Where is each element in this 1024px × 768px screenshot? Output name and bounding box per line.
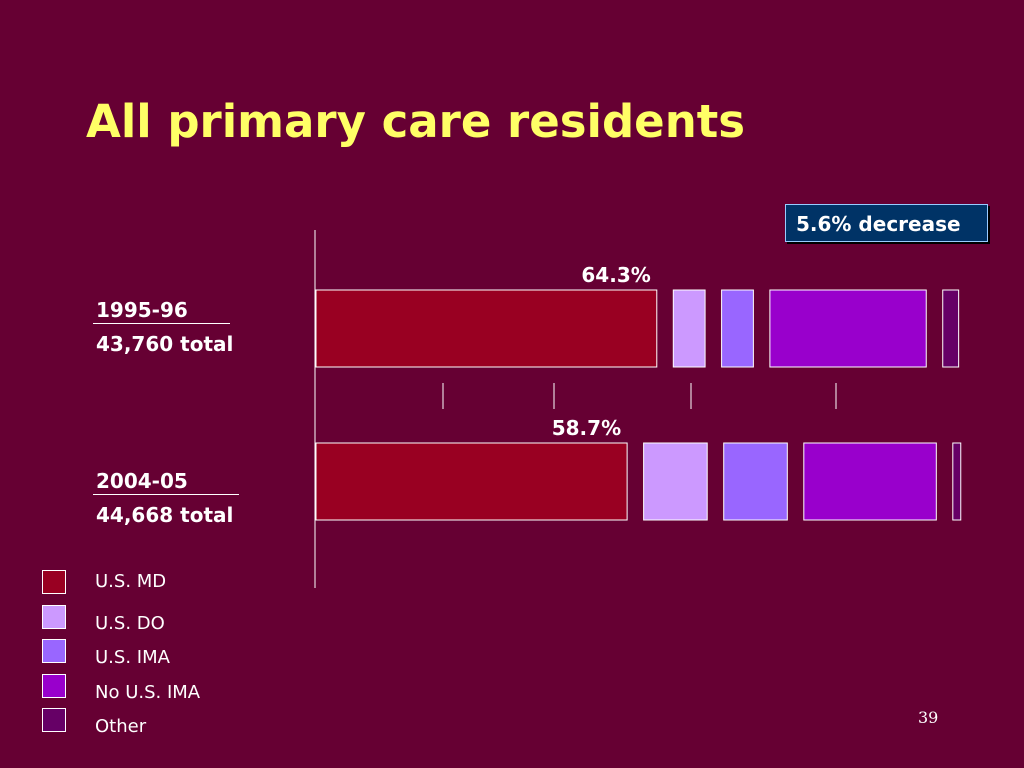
row-rule-1995 — [93, 323, 230, 324]
page-number: 39 — [918, 708, 939, 727]
row-total-1995: 43,760 total — [96, 332, 234, 356]
row-label-1995: 1995-96 43,760 total — [96, 298, 233, 356]
legend-label-other: Other — [95, 716, 147, 737]
bar-segment — [315, 442, 628, 521]
bar-segment — [315, 289, 658, 368]
bar-segment — [723, 442, 788, 521]
legend-swatch-no-us-ima — [42, 674, 66, 698]
slide-title: All primary care residents — [86, 95, 746, 148]
legend-swatch-us-md — [42, 570, 66, 594]
row-rule-2004 — [93, 494, 239, 495]
bars-layer: 64.3% 58.7% — [315, 263, 962, 521]
legend-item-us-ima: U.S. IMA — [42, 639, 242, 668]
row-year-2004: 2004-05 — [96, 469, 188, 493]
legend-item-other: Other — [42, 708, 242, 737]
data-label: 58.7% — [552, 416, 621, 440]
legend-swatch-us-do — [42, 605, 66, 629]
bar-segment — [672, 289, 706, 368]
legend-item-us-md: U.S. MD — [42, 570, 242, 598]
legend-item-us-do: U.S. DO — [42, 605, 242, 634]
bar-segment — [942, 289, 960, 368]
bar-segment — [952, 442, 962, 521]
row-year-1995: 1995-96 — [96, 298, 188, 322]
bar-segment — [769, 289, 927, 368]
data-label: 64.3% — [581, 263, 650, 287]
row-label-2004: 2004-05 44,668 total — [96, 469, 233, 527]
legend-item-no-us-ima: No U.S. IMA — [42, 674, 242, 703]
bar-segment — [721, 289, 754, 368]
legend-label-no-us-ima: No U.S. IMA — [95, 682, 201, 703]
legend-swatch-us-ima — [42, 639, 66, 663]
row-total-2004: 44,668 total — [96, 503, 234, 527]
legend-swatch-other — [42, 708, 66, 732]
decrease-callout: 5.6% decrease — [785, 204, 988, 242]
legend-label-us-do: U.S. DO — [95, 613, 165, 634]
legend-label-us-md: U.S. MD — [95, 571, 167, 592]
bar-segment — [803, 442, 937, 521]
bar-segment — [643, 442, 708, 521]
legend-label-us-ima: U.S. IMA — [95, 647, 170, 668]
